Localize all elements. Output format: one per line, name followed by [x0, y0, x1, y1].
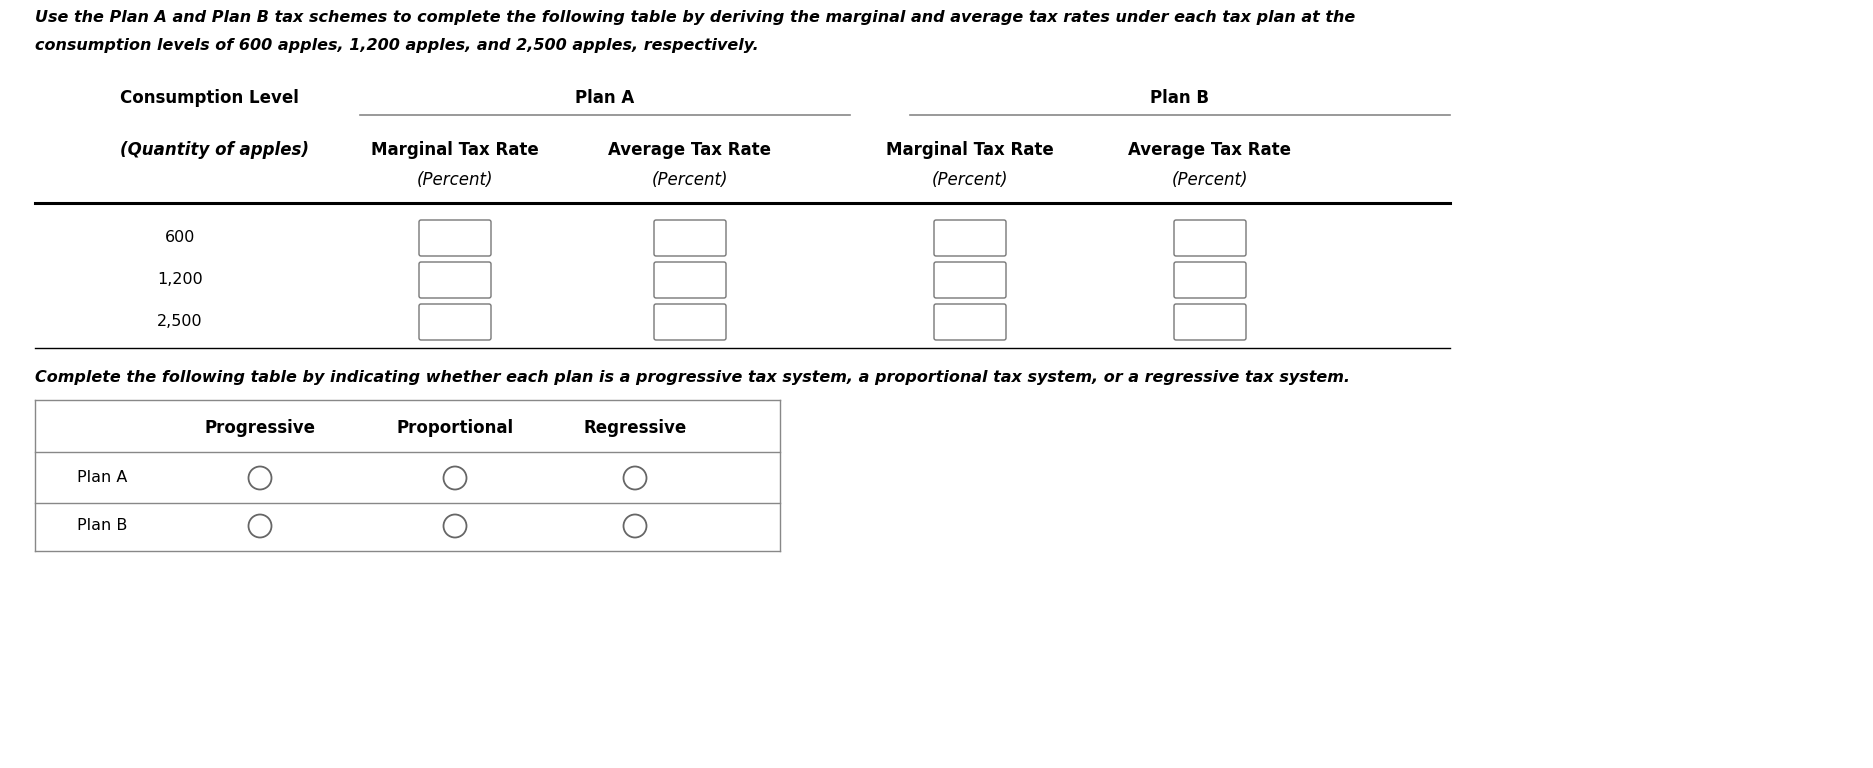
FancyBboxPatch shape	[654, 220, 725, 256]
Text: (Quantity of apples): (Quantity of apples)	[120, 141, 309, 159]
Circle shape	[624, 515, 646, 538]
Text: Proportional: Proportional	[397, 419, 513, 437]
FancyBboxPatch shape	[1172, 220, 1246, 256]
Text: (Percent): (Percent)	[1171, 171, 1247, 189]
Circle shape	[444, 466, 466, 489]
Circle shape	[249, 466, 272, 489]
Text: Average Tax Rate: Average Tax Rate	[1128, 141, 1290, 159]
Text: Marginal Tax Rate: Marginal Tax Rate	[371, 141, 539, 159]
Text: Consumption Level: Consumption Level	[120, 89, 298, 107]
FancyBboxPatch shape	[933, 304, 1006, 340]
FancyBboxPatch shape	[420, 304, 491, 340]
Circle shape	[249, 515, 272, 538]
FancyBboxPatch shape	[654, 304, 725, 340]
Text: Use the Plan A and Plan B tax schemes to complete the following table by derivin: Use the Plan A and Plan B tax schemes to…	[36, 10, 1354, 25]
Text: Marginal Tax Rate: Marginal Tax Rate	[886, 141, 1053, 159]
Text: (Percent): (Percent)	[416, 171, 493, 189]
Text: Plan A: Plan A	[77, 471, 127, 485]
FancyBboxPatch shape	[1172, 304, 1246, 340]
Text: consumption levels of 600 apples, 1,200 apples, and 2,500 apples, respectively.: consumption levels of 600 apples, 1,200 …	[36, 38, 759, 53]
FancyBboxPatch shape	[933, 262, 1006, 298]
Text: Progressive: Progressive	[204, 419, 315, 437]
Text: Regressive: Regressive	[583, 419, 686, 437]
Circle shape	[444, 515, 466, 538]
FancyBboxPatch shape	[654, 262, 725, 298]
FancyBboxPatch shape	[420, 220, 491, 256]
FancyBboxPatch shape	[933, 220, 1006, 256]
FancyBboxPatch shape	[420, 262, 491, 298]
Text: (Percent): (Percent)	[652, 171, 729, 189]
FancyBboxPatch shape	[1172, 262, 1246, 298]
Text: Plan B: Plan B	[77, 518, 127, 534]
Text: 1,200: 1,200	[157, 273, 202, 287]
Text: Average Tax Rate: Average Tax Rate	[609, 141, 772, 159]
Text: Plan A: Plan A	[575, 89, 635, 107]
Text: 2,500: 2,500	[157, 315, 202, 329]
Text: 600: 600	[165, 230, 195, 246]
Text: (Percent): (Percent)	[931, 171, 1008, 189]
Text: Plan B: Plan B	[1150, 89, 1208, 107]
Text: Complete the following table by indicating whether each plan is a progressive ta: Complete the following table by indicati…	[36, 370, 1349, 385]
Circle shape	[624, 466, 646, 489]
